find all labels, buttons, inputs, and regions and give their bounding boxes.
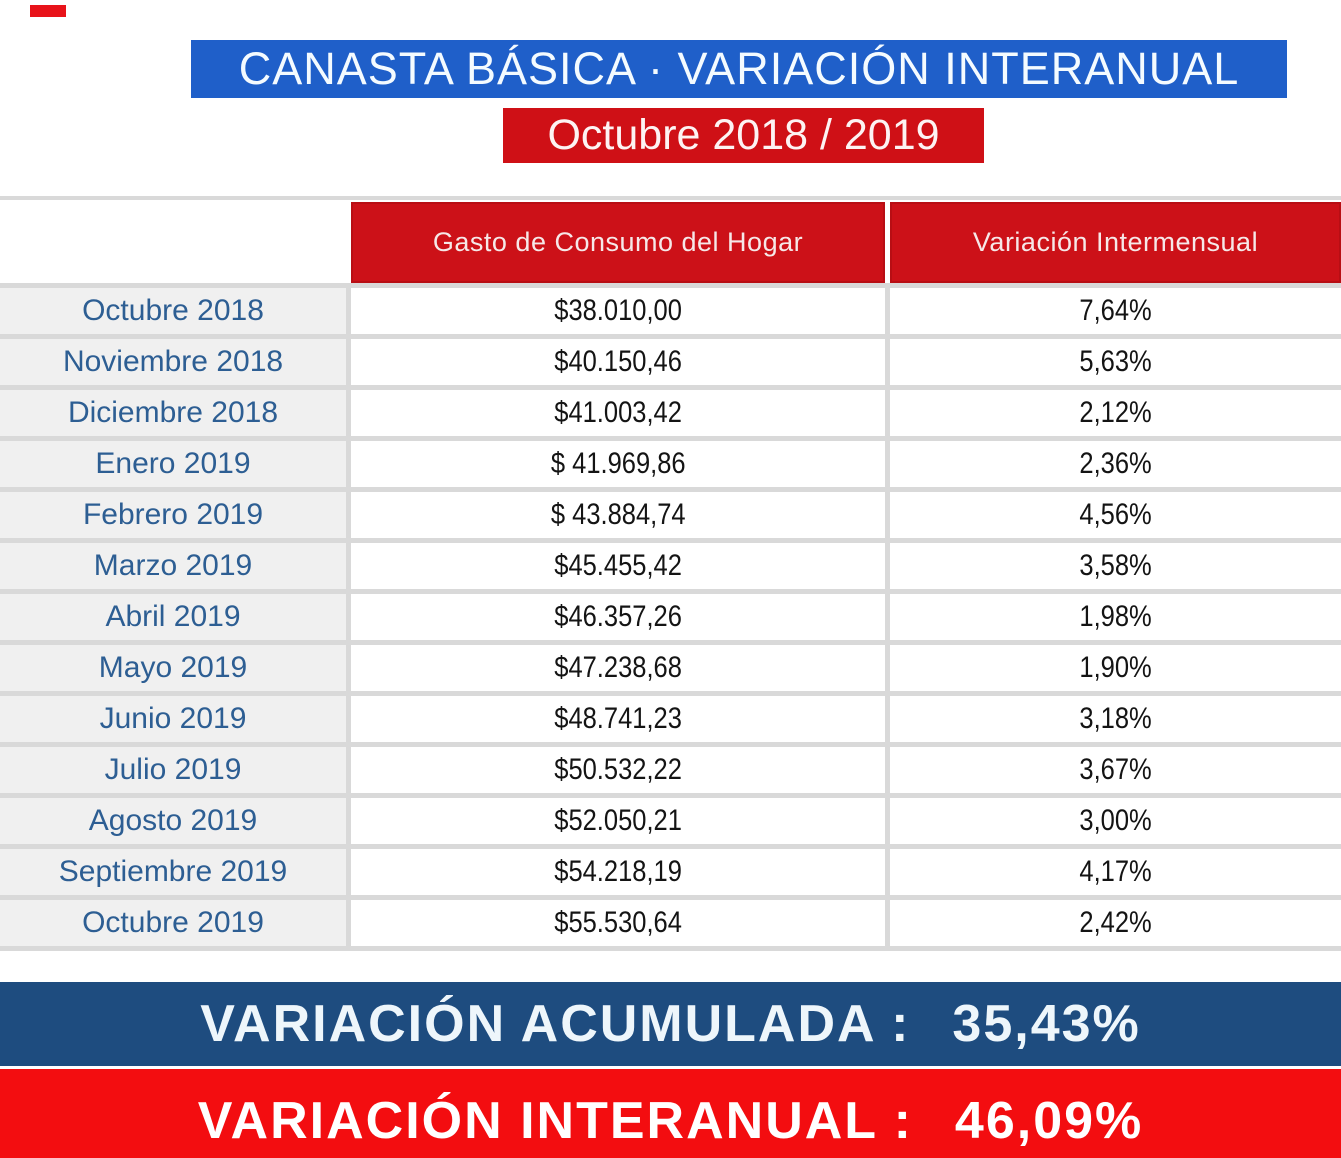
gasto-cell-9-text: $50.532,22 bbox=[554, 753, 682, 786]
month-cell-8: Junio 2019 bbox=[0, 696, 346, 742]
variacion-cell-11: 4,17% bbox=[890, 849, 1341, 895]
month-cell-4: Febrero 2019 bbox=[0, 492, 346, 538]
variacion-cell-8: 3,18% bbox=[890, 696, 1341, 742]
gasto-cell-11-text: $54.218,19 bbox=[554, 855, 682, 888]
variacion-cell-1-text: 5,63% bbox=[1079, 345, 1152, 378]
month-cell-1: Noviembre 2018 bbox=[0, 339, 346, 385]
gasto-cell-4: $ 43.884,74 bbox=[351, 492, 885, 538]
month-cell-2: Diciembre 2018 bbox=[0, 390, 346, 436]
gasto-cell-12: $55.530,64 bbox=[351, 900, 885, 946]
variacion-cell-5-text: 3,58% bbox=[1079, 549, 1152, 582]
variacion-cell-12: 2,42% bbox=[890, 900, 1341, 946]
variacion-cell-2-text: 2,12% bbox=[1079, 396, 1152, 429]
month-cell-11: Septiembre 2019 bbox=[0, 849, 346, 895]
variacion-cell-8-text: 3,18% bbox=[1079, 702, 1152, 735]
header-variacion-label: Variación Intermensual bbox=[972, 227, 1259, 257]
gasto-cell-5-text: $45.455,42 bbox=[554, 549, 682, 582]
gasto-cell-8-text: $48.741,23 bbox=[554, 702, 682, 735]
month-cell-7: Mayo 2019 bbox=[0, 645, 346, 691]
gasto-cell-8: $48.741,23 bbox=[351, 696, 885, 742]
variacion-cell-10-text: 3,00% bbox=[1079, 804, 1152, 837]
gasto-cell-10: $52.050,21 bbox=[351, 798, 885, 844]
gasto-cell-2-text: $41.003,42 bbox=[554, 396, 682, 429]
variacion-cell-0-text: 7,64% bbox=[1079, 294, 1152, 327]
header-cell-gasto: Gasto de Consumo del Hogar bbox=[351, 202, 885, 283]
table-body: Octubre 2018 $38.010,00 7,64% Noviembre 201… bbox=[0, 283, 1341, 951]
header-cell-variacion: Variación Intermensual bbox=[890, 202, 1341, 283]
month-cell-6: Abril 2019 bbox=[0, 594, 346, 640]
acumulada-label: VARIACIÓN ACUMULADA : bbox=[200, 995, 911, 1053]
month-cell-9: Julio 2019 bbox=[0, 747, 346, 793]
page-subtitle-text: Octubre 2018 / 2019 bbox=[547, 111, 940, 159]
gasto-cell-6-text: $46.357,26 bbox=[554, 600, 682, 633]
variacion-cell-5: 3,58% bbox=[890, 543, 1341, 589]
variacion-cell-6-text: 1,98% bbox=[1079, 600, 1152, 633]
gasto-cell-3-text: $ 41.969,86 bbox=[550, 447, 686, 480]
variacion-cell-3-text: 2,36% bbox=[1079, 447, 1152, 480]
header-gasto-label: Gasto de Consumo del Hogar bbox=[432, 227, 804, 257]
variacion-cell-11-text: 4,17% bbox=[1079, 855, 1152, 888]
gasto-cell-10-text: $52.050,21 bbox=[554, 804, 682, 837]
month-cell-5: Marzo 2019 bbox=[0, 543, 346, 589]
variacion-cell-6: 1,98% bbox=[890, 594, 1341, 640]
variacion-cell-7: 1,90% bbox=[890, 645, 1341, 691]
acumulada-value: 35,43% bbox=[952, 995, 1141, 1053]
gasto-cell-7: $47.238,68 bbox=[351, 645, 885, 691]
gasto-cell-1: $40.150,46 bbox=[351, 339, 885, 385]
data-table: Gasto de Consumo del Hogar Variación Int… bbox=[0, 196, 1341, 951]
interanual-value: 46,09% bbox=[954, 1091, 1144, 1150]
gasto-cell-7-text: $47.238,68 bbox=[554, 651, 682, 684]
gasto-cell-12-text: $55.530,64 bbox=[554, 906, 682, 939]
variacion-cell-3: 2,36% bbox=[890, 441, 1341, 487]
variacion-cell-9-text: 3,67% bbox=[1079, 753, 1152, 786]
variacion-cell-4: 4,56% bbox=[890, 492, 1341, 538]
gasto-cell-6: $46.357,26 bbox=[351, 594, 885, 640]
variacion-cell-2: 2,12% bbox=[890, 390, 1341, 436]
table-top-divider bbox=[0, 196, 1341, 200]
header-cell-empty bbox=[0, 202, 346, 283]
month-cell-12: Octubre 2019 bbox=[0, 900, 346, 946]
page-subtitle: Octubre 2018 / 2019 bbox=[503, 108, 984, 163]
page-title: CANASTA BÁSICA · VARIACIÓN INTERANUAL bbox=[191, 40, 1287, 98]
gasto-cell-3: $ 41.969,86 bbox=[351, 441, 885, 487]
month-cell-10: Agosto 2019 bbox=[0, 798, 346, 844]
gasto-cell-0: $38.010,00 bbox=[351, 288, 885, 334]
interanual-label: VARIACIÓN INTERANUAL : bbox=[197, 1091, 913, 1150]
summary-acumulada-bar: VARIACIÓN ACUMULADA : 35,43% bbox=[0, 982, 1341, 1066]
variacion-cell-4-text: 4,56% bbox=[1079, 498, 1152, 531]
gasto-cell-5: $45.455,42 bbox=[351, 543, 885, 589]
gasto-cell-2: $41.003,42 bbox=[351, 390, 885, 436]
variacion-cell-12-text: 2,42% bbox=[1079, 906, 1152, 939]
gasto-cell-0-text: $38.010,00 bbox=[554, 294, 682, 327]
variacion-cell-10: 3,00% bbox=[890, 798, 1341, 844]
variacion-cell-7-text: 1,90% bbox=[1079, 651, 1152, 684]
table-header-row: Gasto de Consumo del Hogar Variación Int… bbox=[0, 202, 1341, 283]
gasto-cell-9: $50.532,22 bbox=[351, 747, 885, 793]
variacion-cell-1: 5,63% bbox=[890, 339, 1341, 385]
page-title-text: CANASTA BÁSICA · VARIACIÓN INTERANUAL bbox=[238, 43, 1240, 94]
variacion-cell-9: 3,67% bbox=[890, 747, 1341, 793]
variacion-cell-0: 7,64% bbox=[890, 288, 1341, 334]
month-cell-3: Enero 2019 bbox=[0, 441, 346, 487]
summary-interanual-bar: VARIACIÓN INTERANUAL : 46,09% bbox=[0, 1069, 1341, 1158]
corner-accent-dash bbox=[30, 5, 66, 17]
gasto-cell-11: $54.218,19 bbox=[351, 849, 885, 895]
gasto-cell-1-text: $40.150,46 bbox=[554, 345, 682, 378]
gasto-cell-4-text: $ 43.884,74 bbox=[550, 498, 686, 531]
month-cell-0: Octubre 2018 bbox=[0, 288, 346, 334]
